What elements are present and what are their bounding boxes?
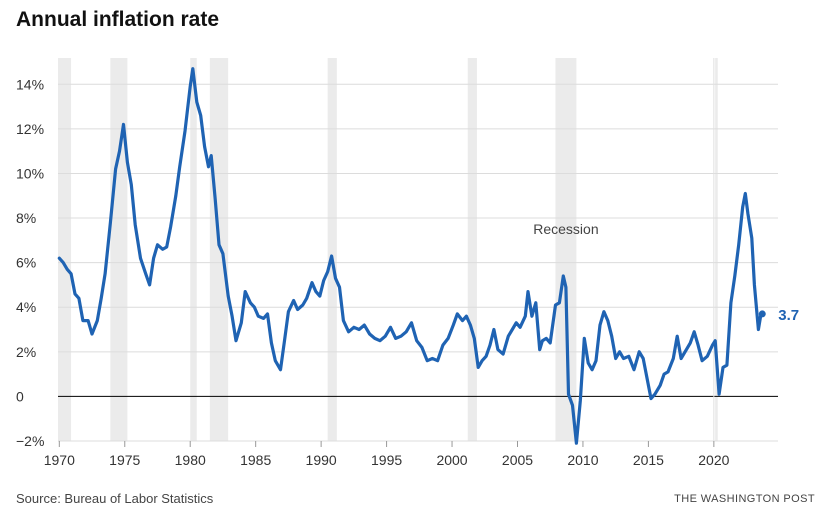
recession-label: Recession: [533, 221, 598, 237]
publisher-credit: THE WASHINGTON POST: [674, 493, 815, 505]
y-tick-label: 14%: [16, 76, 44, 92]
recession-band-4: [327, 58, 337, 441]
chart-title: Annual inflation rate: [16, 8, 220, 31]
x-tick-label: 1975: [109, 452, 140, 468]
x-tick-label: 2015: [633, 452, 664, 468]
chart-labels: −2% 0 2% 4% 6% 8% 10% 12% 14% 1970 1975 1980 1985 199…: [16, 76, 799, 468]
x-tick-label: 1995: [371, 452, 402, 468]
recession-band-2: [190, 58, 197, 441]
recession-band-7: [715, 58, 718, 441]
inflation-rate-line: [57, 67, 764, 445]
recession-band-1: [110, 58, 128, 441]
x-tick-label: 2000: [436, 452, 467, 468]
x-tick-label: 2005: [502, 452, 533, 468]
recession-band-5: [467, 58, 477, 441]
recession-band-3: [209, 58, 229, 441]
recession-band-0: [58, 58, 72, 441]
y-tick-label: 0: [16, 388, 24, 404]
y-tick-label: 10%: [16, 165, 44, 181]
inflation-line-layer: [57, 67, 766, 445]
x-tick-label: 1990: [306, 452, 337, 468]
x-tick-label: 2010: [567, 452, 598, 468]
recession-bands: [58, 58, 718, 441]
y-tick-label: −2%: [16, 433, 44, 449]
y-tick-label: 12%: [16, 121, 44, 137]
latest-value-label: 3.7: [778, 307, 799, 324]
latest-value-dot: [758, 310, 766, 318]
x-tick-label: 2020: [698, 452, 729, 468]
x-tick-label: 1980: [175, 452, 206, 468]
y-tick-label: 6%: [16, 255, 36, 271]
x-tick-label: 1985: [240, 452, 271, 468]
y-tick-label: 4%: [16, 299, 36, 315]
y-tick-label: 8%: [16, 210, 36, 226]
x-tick-label: 1970: [44, 452, 75, 468]
y-tick-label: 2%: [16, 344, 36, 360]
gridlines: [58, 58, 778, 447]
source-note: Source: Bureau of Labor Statistics: [16, 491, 214, 506]
recession-band-6: [555, 58, 577, 441]
